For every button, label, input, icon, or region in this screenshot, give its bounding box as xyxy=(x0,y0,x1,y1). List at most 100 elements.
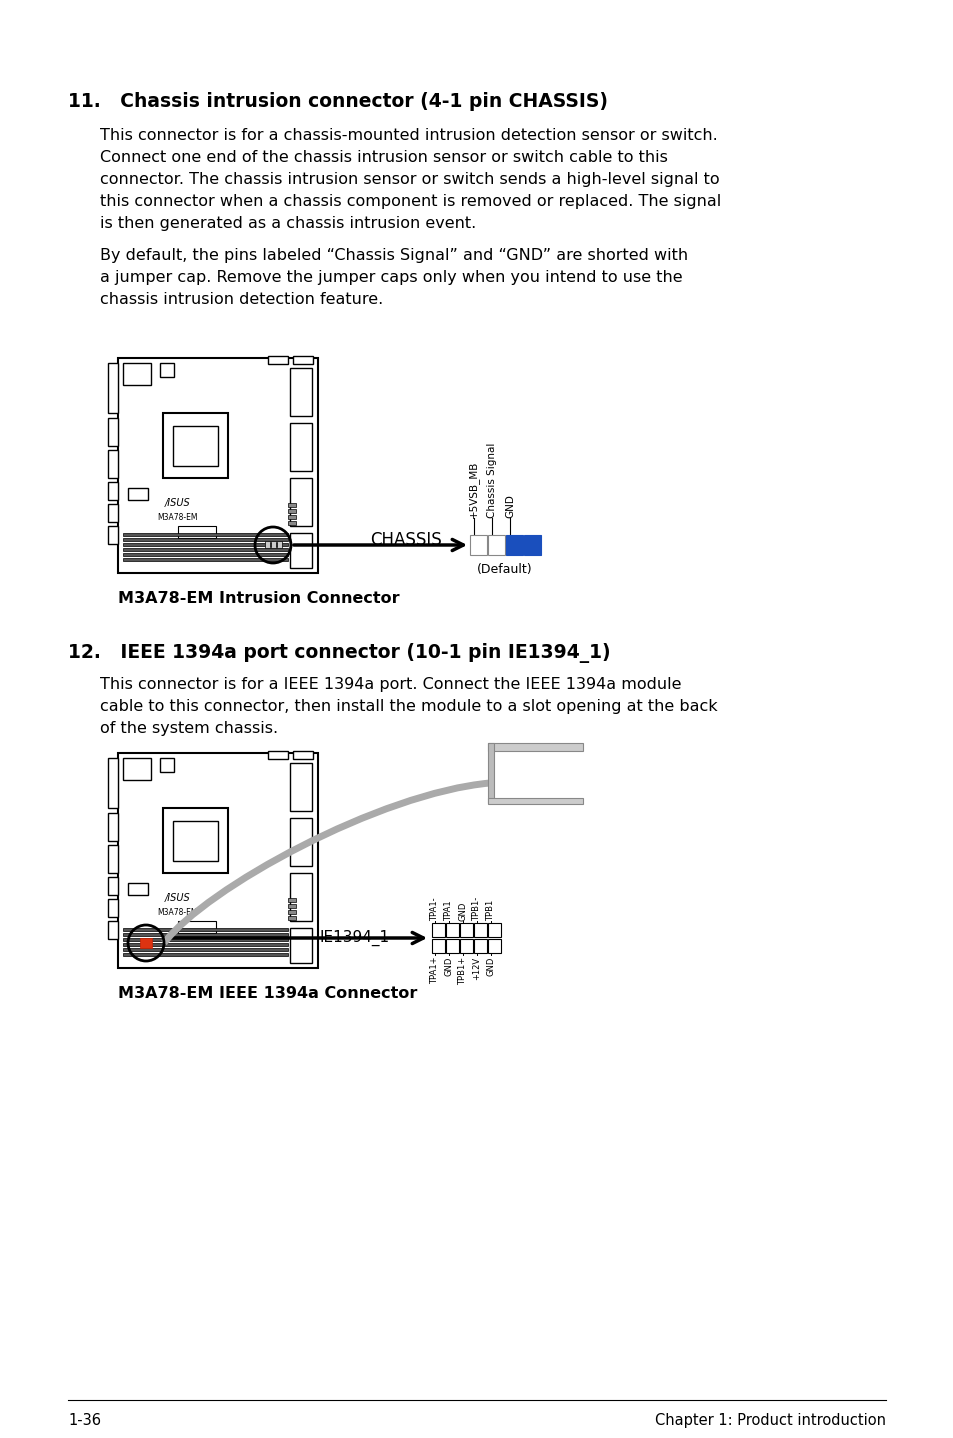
Bar xyxy=(432,923,444,938)
Bar xyxy=(108,503,118,522)
Bar xyxy=(108,418,118,446)
Bar xyxy=(290,873,312,920)
Bar xyxy=(123,544,288,546)
Bar xyxy=(290,533,312,568)
Bar xyxy=(290,764,312,811)
Bar xyxy=(123,928,288,930)
Bar xyxy=(123,758,151,779)
Text: +12V: +12V xyxy=(472,958,481,981)
Bar xyxy=(128,487,148,500)
Bar xyxy=(163,413,228,477)
Bar xyxy=(123,943,288,946)
Text: Chassis Signal: Chassis Signal xyxy=(486,443,497,518)
Bar xyxy=(123,938,288,940)
Text: 11.   Chassis intrusion connector (4-1 pin CHASSIS): 11. Chassis intrusion connector (4-1 pin… xyxy=(68,92,607,111)
Bar xyxy=(293,357,313,364)
Bar xyxy=(271,541,275,548)
Bar xyxy=(293,751,313,759)
Bar xyxy=(488,798,582,804)
Text: TPB1-: TPB1- xyxy=(472,897,481,920)
Bar xyxy=(128,883,148,894)
Text: TPA1-: TPA1- xyxy=(430,897,439,920)
Text: This connector is for a chassis-mounted intrusion detection sensor or switch.: This connector is for a chassis-mounted … xyxy=(100,128,717,142)
Bar xyxy=(446,939,458,953)
Bar xyxy=(276,541,282,548)
Bar xyxy=(108,812,118,841)
Bar xyxy=(172,426,218,466)
Text: TPA1+: TPA1+ xyxy=(430,958,439,985)
Bar xyxy=(290,423,312,472)
Bar xyxy=(290,928,312,963)
Bar xyxy=(123,362,151,385)
Bar xyxy=(290,368,312,416)
Text: of the system chassis.: of the system chassis. xyxy=(100,720,278,736)
Bar xyxy=(123,558,288,561)
Text: chassis intrusion detection feature.: chassis intrusion detection feature. xyxy=(100,292,383,306)
Text: M3A78-EM: M3A78-EM xyxy=(157,907,198,917)
Bar xyxy=(288,916,295,920)
Bar xyxy=(118,358,317,572)
Bar xyxy=(474,939,486,953)
Text: connector. The chassis intrusion sensor or switch sends a high-level signal to: connector. The chassis intrusion sensor … xyxy=(100,173,719,187)
Text: By default, the pins labeled “Chassis Signal” and “GND” are shorted with: By default, the pins labeled “Chassis Si… xyxy=(100,247,687,263)
Bar xyxy=(488,535,504,555)
Bar xyxy=(488,743,582,751)
Text: TPA1: TPA1 xyxy=(444,900,453,920)
Text: TPB1: TPB1 xyxy=(486,900,495,920)
Bar xyxy=(108,482,118,500)
Bar xyxy=(108,758,118,808)
Text: a jumper cap. Remove the jumper caps only when you intend to use the: a jumper cap. Remove the jumper caps onl… xyxy=(100,270,682,285)
Text: (Default): (Default) xyxy=(476,564,533,577)
Bar xyxy=(163,808,228,873)
Bar xyxy=(288,509,295,513)
Bar xyxy=(488,743,494,802)
Bar xyxy=(118,754,317,968)
Bar xyxy=(178,526,215,538)
Bar xyxy=(123,548,288,551)
Text: GND: GND xyxy=(504,495,515,518)
Bar xyxy=(459,939,473,953)
Bar xyxy=(160,362,173,377)
Text: M3A78-EM Intrusion Connector: M3A78-EM Intrusion Connector xyxy=(118,591,399,605)
Bar xyxy=(288,905,295,907)
Bar xyxy=(288,515,295,519)
Text: this connector when a chassis component is removed or replaced. The signal: this connector when a chassis component … xyxy=(100,194,720,209)
Text: This connector is for a IEEE 1394a port. Connect the IEEE 1394a module: This connector is for a IEEE 1394a port.… xyxy=(100,677,680,692)
Text: 12.   IEEE 1394a port connector (10-1 pin IE1394_1): 12. IEEE 1394a port connector (10-1 pin … xyxy=(68,643,610,663)
Bar xyxy=(523,535,540,555)
Text: is then generated as a chassis intrusion event.: is then generated as a chassis intrusion… xyxy=(100,216,476,232)
Bar xyxy=(288,897,295,902)
Bar xyxy=(288,910,295,915)
Bar xyxy=(160,758,173,772)
Bar xyxy=(108,526,118,544)
Bar xyxy=(172,821,218,861)
Text: M3A78-EM IEEE 1394a Connector: M3A78-EM IEEE 1394a Connector xyxy=(118,986,417,1001)
Bar xyxy=(288,503,295,508)
Text: GND: GND xyxy=(444,958,453,976)
Text: cable to this connector, then install the module to a slot opening at the back: cable to this connector, then install th… xyxy=(100,699,717,715)
Text: GND: GND xyxy=(486,958,495,976)
Bar xyxy=(432,939,444,953)
Bar xyxy=(446,923,458,938)
Bar xyxy=(140,938,152,948)
Bar xyxy=(290,818,312,866)
Bar xyxy=(288,521,295,525)
Bar xyxy=(123,538,288,541)
Text: Connect one end of the chassis intrusion sensor or switch cable to this: Connect one end of the chassis intrusion… xyxy=(100,150,667,165)
Bar xyxy=(470,535,486,555)
Text: /ISUS: /ISUS xyxy=(165,893,191,903)
Text: +5VSB_MB: +5VSB_MB xyxy=(468,460,479,518)
Bar xyxy=(268,751,288,759)
Bar xyxy=(108,846,118,873)
Text: IE1394_1: IE1394_1 xyxy=(319,930,390,946)
Text: CHASSIS: CHASSIS xyxy=(370,531,441,549)
Bar xyxy=(290,477,312,526)
Bar xyxy=(268,357,288,364)
Bar xyxy=(488,939,500,953)
Bar xyxy=(459,923,473,938)
Bar xyxy=(108,450,118,477)
Bar xyxy=(265,541,270,548)
Bar xyxy=(108,877,118,894)
Bar xyxy=(108,920,118,939)
Bar xyxy=(123,953,288,956)
